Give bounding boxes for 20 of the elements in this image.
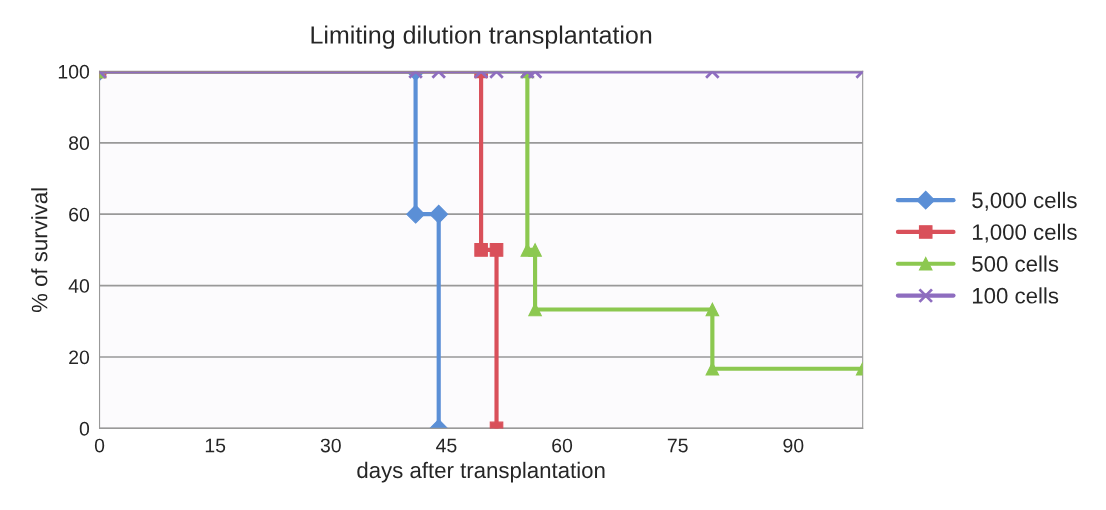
y-axis-title: % of survival — [31, 188, 48, 313]
legend-label: 100 cells — [972, 287, 1059, 304]
y-tick-label: 100 — [58, 64, 90, 79]
legend-label: 5,000 cells — [972, 191, 1077, 211]
x-tick-label: 15 — [205, 438, 226, 453]
chart-title: Limiting dilution transplantation — [311, 25, 652, 49]
x-tick-label: 60 — [552, 438, 573, 453]
legend-label: 1,000 cells — [972, 223, 1077, 243]
x-tick-label: 30 — [320, 438, 341, 453]
y-tick-label: 20 — [69, 350, 90, 365]
x-tick-label: 75 — [667, 438, 688, 453]
x-tick-label: 90 — [783, 438, 804, 453]
y-tick-label: 0 — [79, 421, 90, 436]
x-tick-label: 0 — [94, 438, 105, 453]
y-tick-label: 80 — [69, 136, 90, 151]
x-tick-label: 45 — [436, 438, 457, 453]
x-axis-title: days after transplantation — [357, 461, 605, 483]
legend-label: 500 cells — [972, 255, 1059, 272]
y-tick-label: 60 — [69, 207, 90, 222]
y-tick-label: 40 — [68, 279, 90, 293]
